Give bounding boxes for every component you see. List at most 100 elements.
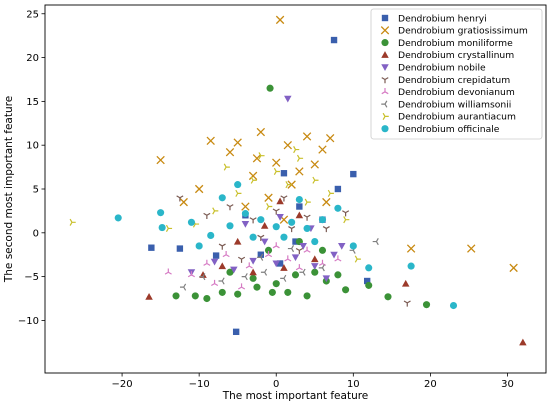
point-s9-5 bbox=[226, 222, 234, 230]
point-s8-1 bbox=[165, 224, 173, 232]
point-s0-1 bbox=[232, 328, 240, 336]
point-s2-1 bbox=[172, 292, 180, 300]
point-s9-4 bbox=[207, 231, 215, 240]
point-s1-10 bbox=[325, 133, 335, 143]
point-s9-22 bbox=[234, 181, 242, 189]
point-s1-18 bbox=[509, 263, 518, 273]
point-s1-4 bbox=[225, 147, 235, 157]
legend-marker-4 bbox=[381, 64, 389, 71]
point-s0-4 bbox=[280, 170, 288, 177]
point-s4-7 bbox=[311, 263, 319, 270]
point-s9-18 bbox=[249, 233, 257, 241]
point-s4-10 bbox=[299, 242, 307, 250]
point-s2-15 bbox=[249, 274, 257, 282]
point-s8-15 bbox=[266, 202, 273, 211]
point-s1-12 bbox=[248, 171, 258, 181]
point-s7-6 bbox=[299, 268, 306, 276]
point-s9-21 bbox=[311, 238, 319, 246]
point-s5-1 bbox=[203, 212, 211, 220]
point-s1-6 bbox=[256, 127, 266, 137]
point-s5-2 bbox=[226, 204, 234, 211]
x-tick-label-0: −20 bbox=[112, 379, 133, 390]
point-s0-3 bbox=[334, 185, 342, 193]
point-s8-3 bbox=[212, 207, 219, 215]
point-s4-8 bbox=[330, 251, 338, 259]
legend-box bbox=[370, 8, 543, 140]
point-s5-9 bbox=[403, 300, 411, 307]
point-s3-2 bbox=[401, 279, 410, 287]
point-s9-7 bbox=[257, 216, 265, 224]
y-tick-label-1: −5 bbox=[24, 272, 39, 283]
point-s6-11 bbox=[272, 242, 280, 249]
legend-label-3: Dendrobium crystallinum bbox=[398, 50, 514, 61]
point-s4-11 bbox=[241, 221, 250, 228]
point-s9-3 bbox=[187, 218, 196, 226]
point-s9-2 bbox=[158, 223, 166, 232]
y-axis-label: The second most important feature bbox=[3, 96, 15, 283]
legend-label-0: Dendrobium henryi bbox=[398, 13, 487, 24]
point-s6-6 bbox=[284, 255, 292, 262]
point-s8-16 bbox=[354, 255, 361, 263]
point-s2-3 bbox=[203, 294, 211, 303]
point-s1-17 bbox=[467, 244, 476, 253]
point-s8-14 bbox=[223, 163, 230, 171]
legend-marker-1 bbox=[380, 26, 390, 35]
point-s9-11 bbox=[318, 216, 327, 224]
point-s0-0 bbox=[330, 36, 338, 44]
point-s5-11 bbox=[257, 234, 265, 241]
point-s1-19 bbox=[264, 193, 273, 202]
point-s7-5 bbox=[280, 274, 287, 282]
ticks-layer: −20 −10 0 10 20 30 −10 −5 0 5 10 15 20 25 bbox=[18, 9, 514, 390]
point-s1-21 bbox=[241, 202, 250, 211]
point-s2-20 bbox=[365, 281, 373, 289]
point-s8-4 bbox=[235, 189, 242, 197]
point-s0-2 bbox=[350, 170, 357, 178]
point-s3-11 bbox=[276, 197, 284, 205]
legend-label-9: Dendrobium officinale bbox=[398, 124, 500, 135]
point-s7-11 bbox=[287, 245, 295, 253]
y-tick-label-3: 5 bbox=[33, 185, 39, 196]
point-s9-12 bbox=[334, 204, 342, 212]
point-s2-6 bbox=[253, 283, 261, 291]
point-s0-8 bbox=[176, 245, 184, 252]
point-s8-0 bbox=[69, 218, 76, 226]
point-s2-4 bbox=[218, 288, 226, 296]
point-s4-6 bbox=[291, 254, 300, 262]
legend-label-4: Dendrobium nobile bbox=[398, 63, 486, 74]
x-axis-label: The most important feature bbox=[222, 390, 369, 402]
point-s8-8 bbox=[296, 154, 304, 162]
point-s7-10 bbox=[257, 253, 264, 261]
point-s3-8 bbox=[233, 237, 242, 245]
point-s7-3 bbox=[241, 273, 248, 281]
point-s6-5 bbox=[264, 250, 273, 258]
point-s0-7 bbox=[292, 238, 299, 245]
legend-label-2: Dendrobium moniliforme bbox=[398, 38, 513, 49]
point-s2-16 bbox=[291, 271, 300, 279]
point-s9-1 bbox=[157, 209, 165, 217]
point-s9-15 bbox=[407, 262, 415, 270]
point-s4-15 bbox=[276, 214, 284, 221]
point-s7-7 bbox=[318, 264, 325, 272]
point-s2-7 bbox=[268, 288, 276, 296]
y-tick-label-0: −10 bbox=[18, 316, 39, 327]
legend-label-1: Dendrobium gratiosissimum bbox=[398, 26, 528, 37]
point-s1-11 bbox=[272, 158, 281, 167]
point-s9-17 bbox=[218, 194, 226, 202]
point-s8-5 bbox=[258, 152, 265, 160]
point-s2-22 bbox=[264, 246, 273, 254]
legend-marker-2 bbox=[381, 39, 389, 47]
point-s8-7 bbox=[285, 181, 292, 189]
point-s2-18 bbox=[226, 268, 234, 276]
legend-label-5: Dendrobium crepidatum bbox=[398, 75, 510, 86]
point-s1-22 bbox=[322, 197, 331, 207]
point-s4-2 bbox=[210, 258, 219, 266]
point-s2-2 bbox=[191, 292, 199, 300]
point-s7-1 bbox=[199, 273, 206, 281]
point-s9-16 bbox=[449, 301, 458, 310]
point-s2-12 bbox=[384, 293, 392, 301]
point-s7-4 bbox=[260, 268, 268, 276]
point-s4-9 bbox=[260, 238, 269, 246]
point-s9-10 bbox=[303, 224, 311, 232]
point-s0-13 bbox=[296, 203, 303, 210]
